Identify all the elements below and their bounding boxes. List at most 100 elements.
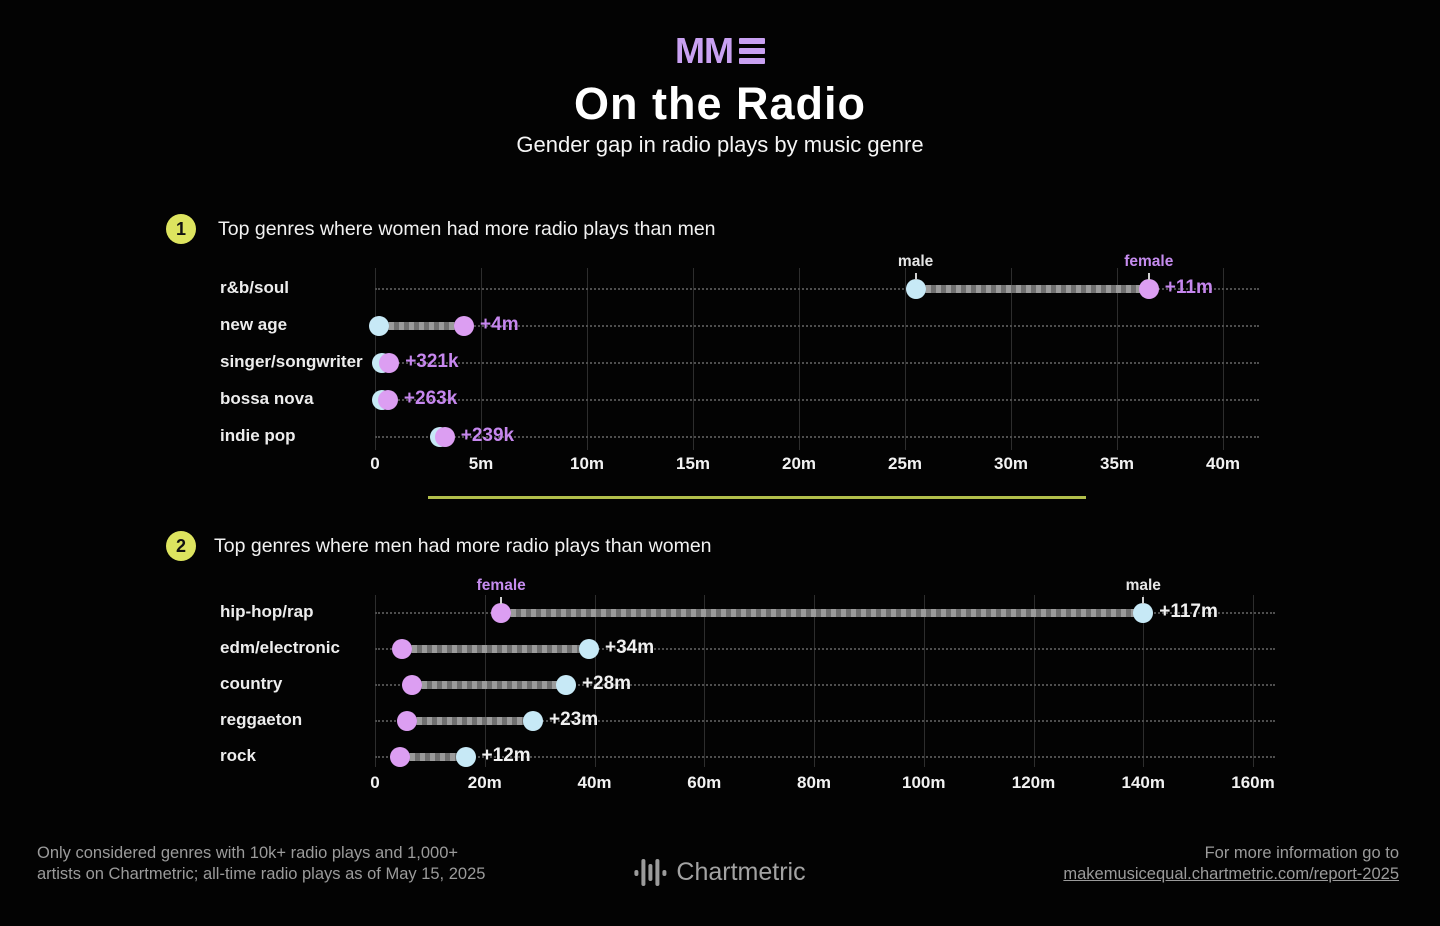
more-info-line: For more information go to: [1204, 844, 1399, 862]
genre-label: singer/songwriter: [220, 352, 363, 371]
genre-label: edm/electronic: [220, 638, 340, 657]
female-pointer-tick: [500, 597, 503, 604]
gap-value-label: +117m: [1159, 601, 1218, 622]
axis-tick-label: 0: [370, 454, 380, 473]
genre-label: new age: [220, 315, 288, 334]
genre-label: country: [220, 674, 283, 693]
gridline: [799, 268, 800, 450]
gridline: [481, 268, 482, 450]
section-2-heading: Top genres where men had more radio play…: [214, 535, 712, 557]
female-dot: [454, 316, 475, 336]
axis-tick-label: 25m: [887, 454, 923, 473]
genre-label: indie pop: [220, 426, 296, 445]
gap-value-label: +28m: [581, 673, 632, 694]
male-pointer-tick: [1142, 597, 1145, 604]
axis-tick-label: 10m: [569, 454, 605, 473]
gap-value-label: +34m: [605, 637, 655, 658]
dumbbell-bar: [501, 609, 1144, 617]
dumbbell-bar: [915, 285, 1149, 293]
axis-tick-label: 40m: [1205, 454, 1241, 473]
male-dot: [555, 675, 576, 695]
female-dot: [377, 390, 398, 410]
page-subtitle: Gender gap in radio plays by music genre: [516, 132, 924, 157]
male-dot: [1133, 603, 1154, 623]
row-leader-line: [375, 362, 1259, 364]
mme-logo-bars-icon: [738, 38, 765, 64]
mme-logo: MM: [0, 30, 1440, 71]
dumbbell-bar: [399, 753, 466, 761]
gridline: [923, 595, 925, 767]
genre-label: hip-hop/rap: [220, 602, 314, 621]
chartmetric-waveform-icon: [634, 859, 667, 886]
gridline: [1253, 595, 1254, 767]
gap-value-label: +239k: [460, 425, 515, 446]
male-point-label: male: [897, 253, 934, 270]
gridline: [905, 268, 906, 450]
row-leader-line: [375, 684, 1275, 686]
axis-tick-label: 20m: [467, 773, 502, 792]
gap-value-label: +263k: [403, 388, 458, 409]
gap-value-label: +321k: [405, 351, 459, 372]
female-dot: [402, 675, 423, 695]
footnote-line-1: Only considered genres with 10k+ radio p…: [37, 844, 459, 862]
page-title: On the Radio: [574, 78, 866, 129]
gap-value-label: +11m: [1164, 277, 1213, 298]
axis-tick-label: 80m: [796, 773, 832, 792]
axis-tick-label: 20m: [781, 454, 817, 473]
dumbbell-bar: [402, 645, 589, 653]
dumbbell-bar: [379, 322, 465, 330]
chart-women-more-plays: 0 5m 10m 15m 20m 25m 30m 35m 40m +11m male female +4…: [369, 253, 1259, 480]
genre-label: rock: [220, 746, 256, 765]
section-1-badge: 1: [166, 214, 196, 244]
chartmetric-brand-text: Chartmetric: [676, 858, 806, 886]
row-leader-line: [375, 756, 1275, 758]
gridline: [704, 595, 706, 767]
male-point-label: male: [1125, 577, 1161, 594]
female-point-label: female: [1124, 253, 1174, 270]
axis-tick-label: 0: [370, 773, 380, 792]
female-dot: [392, 639, 413, 659]
row-leader-line: [375, 436, 1259, 438]
row-leader-line: [375, 648, 1275, 650]
dumbbell-bar: [406, 717, 534, 725]
gap-value-label: +23m: [549, 709, 599, 730]
female-dot: [379, 353, 400, 373]
axis-tick-label: 35m: [1099, 454, 1135, 473]
female-point-label: female: [476, 577, 526, 594]
gridline: [594, 595, 596, 767]
row-leader-line: [375, 399, 1259, 401]
gap-value-label: +4m: [480, 314, 519, 335]
gridline: [814, 595, 815, 767]
axis-tick-label: 100m: [902, 773, 946, 792]
chart-men-more-plays: 0 20m 40m 60m 80m 100m 120m 140m 160m +117m female…: [370, 577, 1275, 799]
female-dot: [491, 603, 512, 623]
section-2-badge: 2: [166, 531, 196, 561]
female-dot: [396, 711, 417, 731]
gridline: [375, 595, 376, 767]
male-dot: [523, 711, 544, 731]
report-link[interactable]: makemusicequal.chartmetric.com/report-20…: [1063, 865, 1399, 883]
mme-logo-text: MM: [675, 30, 734, 71]
gridline: [587, 268, 588, 450]
gridline: [1223, 268, 1224, 450]
female-dot: [434, 427, 455, 447]
male-dot: [369, 316, 390, 336]
row-leader-line: [375, 325, 1259, 327]
genre-label: r&b/soul: [220, 278, 289, 297]
footnote: Only considered genres with 10k+ radio p…: [37, 843, 485, 885]
female-dot: [1138, 279, 1159, 299]
more-info: For more information go to makemusicequa…: [1063, 843, 1399, 885]
gridline: [693, 268, 694, 450]
gap-value-label: +12m: [481, 745, 531, 766]
axis-tick-label: 5m: [468, 454, 494, 473]
male-dot: [905, 279, 926, 299]
gridline: [1011, 268, 1012, 450]
axis-tick-label: 160m: [1231, 773, 1275, 792]
genre-label: reggaeton: [220, 710, 303, 729]
chartmetric-logo: Chartmetric: [634, 858, 806, 887]
male-dot: [579, 639, 599, 659]
gridline: [1033, 595, 1035, 767]
male-pointer-tick: [914, 273, 917, 280]
dumbbell-bar: [412, 681, 566, 689]
